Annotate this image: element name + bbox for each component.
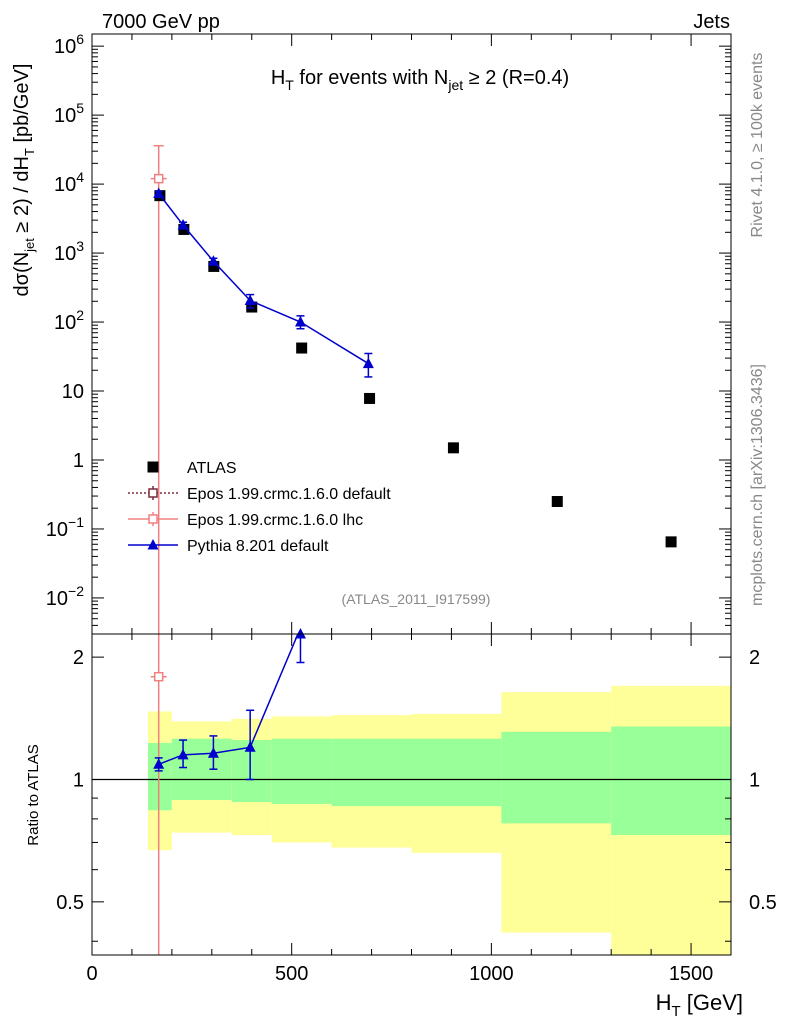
atlas-point [665,536,677,548]
main-data-marks [150,144,677,634]
ratio-xlabel: HT [GeV] [656,990,743,1020]
pythia-ratio-point [244,741,256,752]
legend-epos-symbol [148,514,158,524]
title-h: H [271,67,285,89]
y-tick-label: 1 [73,450,84,472]
ratio-y-tick-label-right: 1 [749,769,760,791]
y-tick-label: 102 [54,307,84,334]
atlas-point [447,442,459,454]
pythia-point [207,255,219,266]
green-band-bin [171,738,232,801]
ratio-y-tick-label-right: 2 [749,647,760,669]
ratio-frame [91,633,732,956]
main-title: HT for events with Njet ≥ 2 (R=0.4) [271,67,569,93]
legend-epos-symbol [148,488,158,498]
ratio-y-tick-label: 0.5 [56,892,84,914]
y-tick-label: 104 [54,169,84,196]
y-tick-label: 106 [54,31,84,58]
ylabel-b: ≥ 2) / dH [11,156,33,238]
atlas-point [296,342,308,354]
ratio-y-tick-label: 1 [73,769,84,791]
atlas-point [551,496,563,508]
pythia-point [177,219,189,230]
x-tick-label: 500 [275,963,308,985]
x-tick-label: 1000 [469,963,514,985]
main-ylabel: dσ(Njet ≥ 2) / dHT [pb/GeV] [11,64,37,297]
ylabel-a-sub: jet [22,238,37,253]
pythia-ratio-point [177,748,189,760]
ratio-data-marks [150,628,306,955]
ylabel-c: [pb/GeV] [11,64,33,149]
pythia-point [244,294,256,306]
y-tick-label: 10−1 [46,514,84,541]
ylabel-b-sub: T [22,148,37,156]
legend-label: ATLAS [187,460,237,477]
ratio-y-tick-label-right: 0.5 [749,892,777,914]
title-h-sub: T [285,77,294,93]
ratio-ylabel: Ratio to ATLAS [25,744,42,845]
atlas-point [208,260,220,272]
green-band-bin [331,738,412,807]
rivet-label: Rivet 4.1.0, ≥ 100k events [749,53,766,238]
pythia-point [362,357,374,369]
xlabel-h-sub: T [671,1003,680,1020]
atlas-point [246,301,258,313]
pythia-ratio-point [294,628,306,639]
header-left: 7000 GeV pp [102,11,220,33]
green-band-bin [411,738,502,807]
legend: ATLAS Epos 1.99.crmc.1.6.0 default Epos 1.… [128,460,391,555]
y-tick-label: 105 [54,100,84,127]
legend-label: Epos 1.99.crmc.1.6.0 lhc [187,512,363,529]
y-tick-label: 103 [54,238,84,265]
pythia-point [294,316,306,327]
uncertainty-bands [92,685,731,955]
header-right: Jets [693,11,730,33]
green-band-bin [611,726,731,836]
green-band-bin [147,742,172,811]
epos-lhc-ratio-point [153,671,164,682]
legend-pythia-symbol [147,539,159,550]
axes: 0 500 1000 1500 10−2 10−1 1 10 102 103 104 105 106 0.… [46,31,777,985]
atlas-point [364,392,376,404]
xlabel-h: H [656,990,672,1015]
legend-atlas-symbol [147,461,159,473]
green-band-bin [271,738,332,805]
title-mid: for events with N [294,67,449,89]
legend-label: Pythia 8.201 default [187,538,329,555]
epos-lhc-point [153,173,164,184]
legend-label: Epos 1.99.crmc.1.6.0 default [187,486,391,503]
analysis-id: (ATLAS_2011_I917599) [342,591,491,607]
pythia-point [153,187,165,199]
pythia-line [158,193,369,365]
y-tick-label: 10−2 [46,583,84,610]
pythia-ratio-point [153,758,165,769]
pythia-ratio-point [207,747,219,758]
title-end: ≥ 2 (R=0.4) [463,67,569,89]
green-band-bin [501,731,612,824]
ratio-y-tick-label: 2 [73,647,84,669]
title-jet-sub: jet [447,77,463,93]
y-tick-label: 10 [62,381,84,403]
xlabel-unit: [GeV] [681,990,743,1015]
mcplots-label: mcplots.cern.ch [arXiv:1306.3436] [749,364,766,606]
x-tick-label: 0 [86,963,97,985]
x-tick-label: 1500 [669,963,714,985]
ylabel-a: dσ(N [11,252,33,297]
